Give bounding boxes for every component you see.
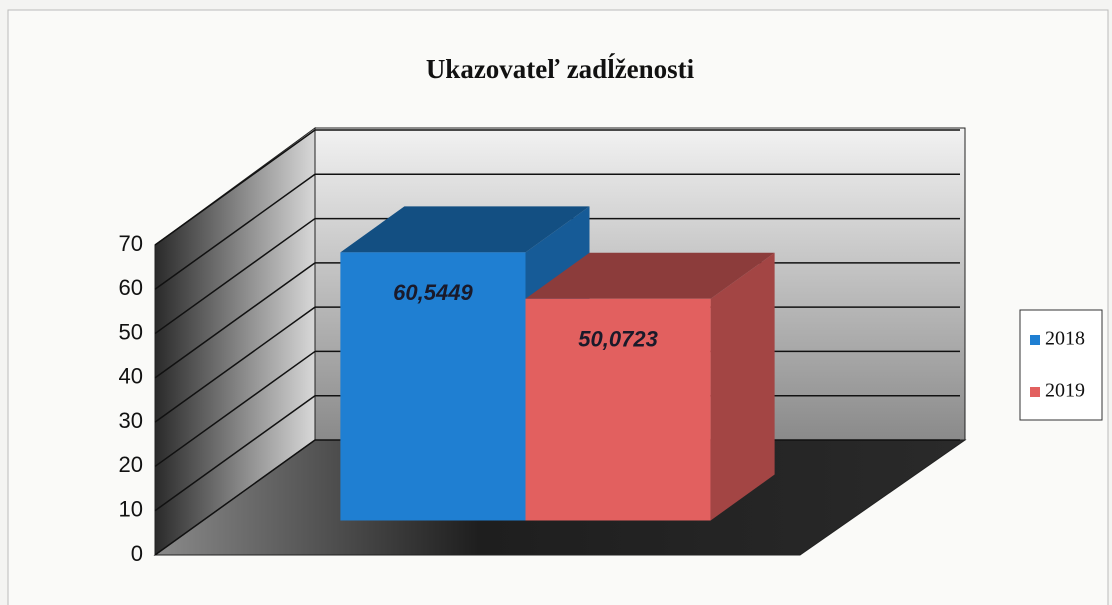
legend-swatch — [1030, 335, 1040, 345]
bar-top — [340, 206, 590, 253]
legend-label: 2019 — [1045, 380, 1085, 402]
y-tick-label: 30 — [119, 408, 143, 433]
y-tick-label: 20 — [119, 452, 143, 477]
data-label: 50,0723 — [578, 327, 658, 352]
bar-side — [710, 252, 775, 521]
grid-line — [154, 217, 316, 335]
legend-label: 2018 — [1045, 328, 1085, 350]
legend-swatch — [1030, 387, 1040, 397]
grid-line — [154, 439, 316, 556]
y-tick-label: 70 — [119, 231, 143, 256]
bar — [340, 252, 526, 521]
grid-line — [154, 129, 316, 246]
y-tick-label: 40 — [119, 364, 143, 389]
y-tick-label: 0 — [131, 541, 143, 566]
grid-line — [154, 173, 316, 290]
data-label: 60,5449 — [393, 280, 473, 305]
y-tick-label: 60 — [119, 275, 143, 300]
grid-line — [154, 262, 316, 379]
bar-top — [525, 252, 775, 299]
y-tick-label: 10 — [119, 497, 143, 522]
y-tick-label: 50 — [119, 319, 143, 344]
chart-title: Ukazovateľ zadĺženosti — [426, 53, 695, 84]
bar — [525, 298, 711, 521]
grid-line — [154, 350, 316, 468]
grid-line — [154, 395, 316, 512]
legend — [1019, 309, 1103, 421]
grid-line — [154, 306, 316, 423]
